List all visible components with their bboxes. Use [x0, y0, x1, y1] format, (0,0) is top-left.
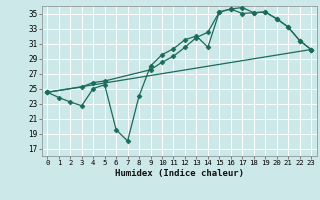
X-axis label: Humidex (Indice chaleur): Humidex (Indice chaleur) [115, 169, 244, 178]
